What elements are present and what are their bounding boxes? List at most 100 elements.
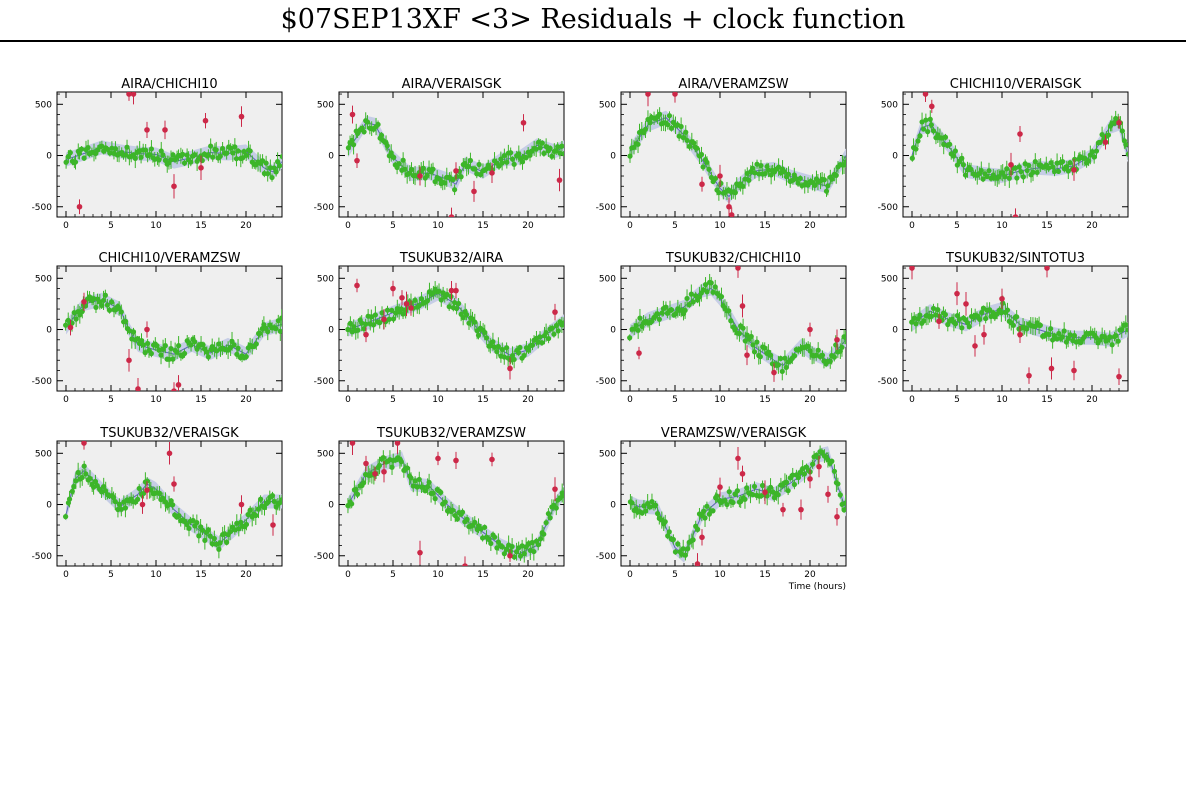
residual-point — [388, 150, 394, 156]
residual-point — [701, 508, 707, 514]
y-tick-label: 0 — [892, 326, 898, 336]
residual-point — [384, 307, 391, 313]
x-tick-label: 20 — [1086, 395, 1098, 405]
residual-point — [213, 147, 219, 153]
flagged-point — [1048, 365, 1055, 372]
x-tick-label: 5 — [390, 221, 396, 231]
residual-point — [361, 480, 367, 486]
residual-point — [553, 322, 560, 329]
residual-point — [649, 318, 655, 325]
residual-point — [952, 148, 958, 154]
flagged-point — [408, 305, 414, 311]
flagged-point — [81, 441, 87, 446]
residual-point — [228, 145, 234, 151]
residual-point — [279, 153, 282, 160]
residual-point — [541, 531, 547, 537]
residual-point — [194, 520, 200, 526]
residual-point — [652, 502, 659, 508]
y-tick-label: -500 — [596, 552, 617, 562]
residual-point — [247, 148, 253, 154]
residual-point — [543, 143, 549, 150]
flagged-point — [1012, 214, 1019, 217]
residual-point — [1109, 342, 1115, 348]
residual-point — [126, 328, 133, 334]
residual-point — [543, 520, 549, 526]
flagged-point — [1026, 372, 1032, 379]
residual-point — [977, 316, 983, 323]
residual-point — [909, 155, 915, 161]
flagged-point — [972, 343, 978, 349]
residual-point — [807, 348, 813, 354]
residual-point — [511, 161, 517, 167]
residual-point — [1107, 334, 1113, 340]
residual-point — [756, 171, 762, 177]
x-tick-label: 5 — [108, 570, 114, 580]
y-tick-label: 0 — [328, 501, 334, 511]
residual-point — [192, 152, 198, 158]
x-tick-label: 0 — [345, 395, 351, 405]
panel-aira-veraisgk: AIRA/VERAISGK 0 5 10 15 20 -500 0 500 — [314, 77, 565, 231]
residual-point — [797, 175, 803, 181]
residual-point — [138, 338, 145, 344]
residual-point — [516, 349, 522, 356]
flagged-point — [144, 487, 150, 493]
residual-point — [635, 327, 641, 333]
residual-point — [643, 508, 649, 514]
panel-tsukub32-sintotu3: TSUKUB32/SINTOTU3 0 5 10 15 20 -500 0 500 — [878, 251, 1129, 405]
residual-point — [744, 485, 750, 491]
residual-point — [809, 461, 816, 467]
residual-point — [1097, 337, 1103, 343]
residual-point — [400, 157, 406, 163]
panel-aira-chichi10: AIRA/CHICHI10 0 5 10 15 20 -500 0 500 — [32, 77, 283, 231]
residual-point — [94, 483, 100, 489]
residual-point — [978, 167, 984, 174]
residual-point — [220, 145, 226, 152]
flagged-point — [552, 486, 558, 492]
residual-point — [354, 491, 361, 497]
residual-point — [984, 173, 990, 180]
x-tick-label: 15 — [1041, 221, 1052, 231]
residual-point — [205, 152, 212, 158]
residual-point — [138, 154, 144, 160]
y-tick-label: 0 — [892, 152, 898, 162]
residual-point — [490, 339, 496, 345]
residual-point — [216, 546, 222, 552]
residual-point — [682, 307, 688, 313]
residual-point — [210, 154, 216, 160]
y-tick-label: 500 — [881, 274, 898, 284]
flagged-point — [1017, 331, 1023, 338]
residual-point — [107, 150, 113, 156]
residual-point — [1024, 167, 1030, 174]
flagged-point — [825, 491, 831, 498]
residual-point — [726, 308, 732, 314]
residual-point — [823, 188, 830, 194]
residual-point — [708, 280, 714, 286]
residual-point — [499, 346, 505, 353]
residual-point — [695, 526, 701, 532]
residual-point — [954, 312, 960, 319]
plot-area — [56, 265, 283, 392]
residual-point — [738, 498, 744, 505]
flagged-point — [171, 183, 177, 190]
residual-point — [354, 130, 361, 137]
x-tick-label: 0 — [345, 221, 351, 231]
residual-point — [775, 362, 781, 368]
residual-point — [501, 152, 507, 159]
flagged-point — [771, 369, 777, 376]
x-tick-label: 10 — [714, 221, 726, 231]
residual-point — [642, 126, 649, 133]
residual-point — [927, 116, 933, 122]
residual-point — [277, 328, 282, 334]
residual-point — [166, 502, 172, 508]
residual-point — [533, 146, 539, 152]
flagged-point — [381, 316, 387, 323]
x-tick-label: 0 — [63, 221, 69, 231]
residual-point — [452, 187, 458, 193]
residual-point — [376, 462, 383, 469]
residual-point — [504, 345, 510, 351]
flagged-point — [981, 331, 987, 338]
residual-point — [476, 161, 482, 168]
x-tick-label: 10 — [150, 395, 162, 405]
residual-point — [205, 527, 211, 533]
x-tick-label: 0 — [909, 221, 915, 231]
